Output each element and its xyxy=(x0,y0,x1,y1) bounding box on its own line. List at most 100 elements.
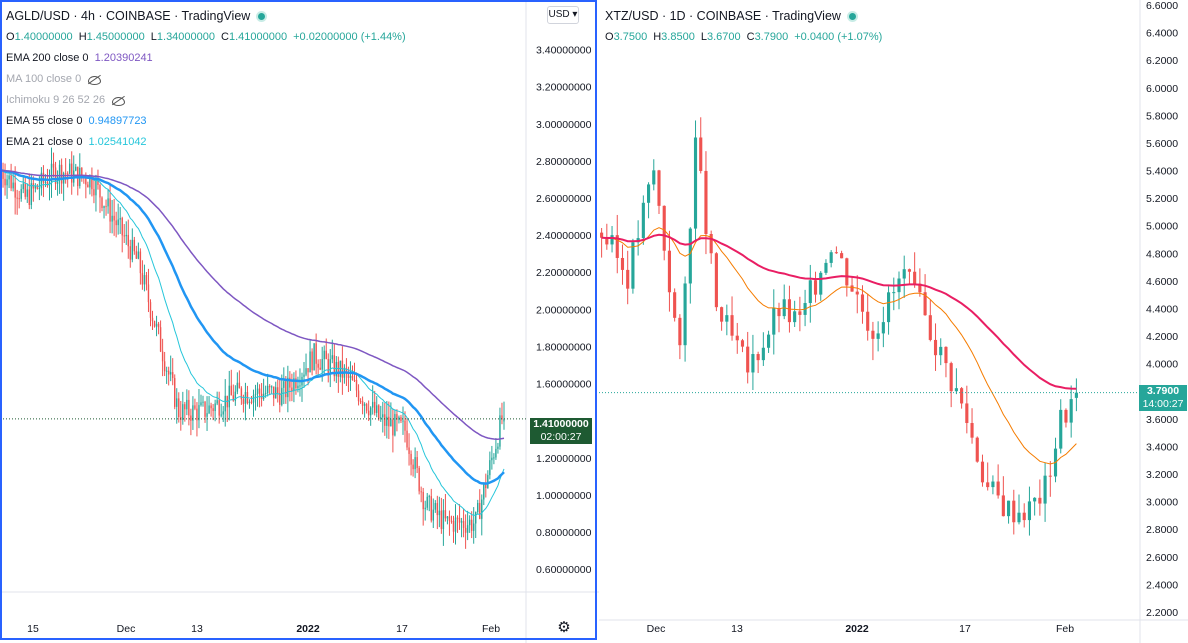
candle-body xyxy=(501,415,503,420)
candle-body xyxy=(1043,475,1047,504)
candle-body xyxy=(960,388,964,404)
y-tick-label: 0.80000000 xyxy=(536,527,592,539)
candle-body xyxy=(949,363,953,392)
candle-body xyxy=(939,346,943,356)
change-value: +0.02000000 (+1.44%) xyxy=(293,31,406,43)
candle-body xyxy=(24,183,26,197)
x-tick-label: Feb xyxy=(1056,623,1074,635)
candle-body xyxy=(406,430,408,448)
candle-body xyxy=(902,269,906,279)
candle-body xyxy=(772,308,776,335)
candle-body xyxy=(155,323,158,327)
agld-chart-pane[interactable]: 3.40000000 3.20000000 3.00000000 2.80000000… xyxy=(0,0,599,643)
candle-body xyxy=(91,175,93,190)
indicator-ichimoku[interactable]: Ichimoku 9 26 52 26 xyxy=(6,90,406,111)
candle-body xyxy=(444,510,447,519)
candle-body xyxy=(105,206,107,208)
indicator-ema200[interactable]: EMA 200 close 0 1.20390241 xyxy=(6,48,406,69)
candle-body xyxy=(309,351,311,373)
x-tick-label: Dec xyxy=(117,623,136,635)
close-value: 3.7900 xyxy=(754,31,789,43)
candle-body xyxy=(228,385,230,408)
currency-button[interactable]: USD ▾ xyxy=(547,6,579,24)
y-tick-label: 4.8000 xyxy=(1146,248,1178,260)
candle-body xyxy=(36,185,39,189)
candle-body xyxy=(980,461,985,483)
x-tick-label: 13 xyxy=(191,623,203,635)
x-tick-label: 17 xyxy=(396,623,408,635)
candle-body xyxy=(503,418,505,422)
candle-body xyxy=(285,381,287,398)
agld-chart-canvas[interactable]: 3.40000000 3.20000000 3.00000000 2.80000000… xyxy=(0,0,599,643)
candle-body xyxy=(829,252,833,263)
candle-body xyxy=(928,315,932,340)
candle-body xyxy=(361,401,364,406)
open-value: 1.40000000 xyxy=(14,31,73,43)
xtz-chart-pane[interactable]: 6.6000 6.4000 6.2000 6.0000 5.8000 5.6000 5.40… xyxy=(599,0,1188,643)
candle-body xyxy=(620,257,625,270)
candle-body xyxy=(652,170,656,185)
y-tick-label: 2.8000 xyxy=(1146,524,1178,536)
candle-body xyxy=(172,372,174,379)
candle-body xyxy=(479,502,481,519)
candle-body xyxy=(1027,501,1031,521)
candle-body xyxy=(426,496,428,508)
candle-body xyxy=(497,446,499,449)
candle-body xyxy=(991,481,995,488)
candle-body xyxy=(46,181,49,186)
candle-body xyxy=(382,414,384,418)
indicator-ema21[interactable]: EMA 21 close 0 1.02541042 xyxy=(6,132,406,153)
gear-icon[interactable]: ⚙ xyxy=(557,619,571,636)
eye-hidden-icon[interactable] xyxy=(87,75,102,85)
candle-body xyxy=(740,340,745,347)
candle-body xyxy=(58,164,61,178)
candle-body xyxy=(456,517,459,519)
candle-body xyxy=(450,520,453,522)
candle-body xyxy=(475,512,477,524)
candle-body xyxy=(798,311,802,315)
candle-body xyxy=(850,285,854,292)
ema-200-line xyxy=(601,233,1077,390)
candle-body xyxy=(174,378,176,407)
candle-body xyxy=(923,292,927,316)
xtz-chart-canvas[interactable]: 6.6000 6.4000 6.2000 6.0000 5.8000 5.6000 5.40… xyxy=(599,0,1188,643)
candle-body xyxy=(466,525,469,533)
agld-last-price-tag: 1.41000000 02:00:27 xyxy=(530,418,592,444)
candle-body xyxy=(208,405,210,414)
candle-body xyxy=(153,321,156,327)
candle-body xyxy=(357,390,360,402)
candle-body xyxy=(20,189,22,199)
agld-symbol-title[interactable]: AGLD/USD · 4h · COINBASE · TradingView xyxy=(6,9,251,23)
x-tick-label: 13 xyxy=(731,623,743,635)
xtz-symbol-title[interactable]: XTZ/USD · 1D · COINBASE · TradingView xyxy=(605,9,841,23)
candle-body xyxy=(277,387,279,393)
candle-body xyxy=(327,359,329,374)
candle-body xyxy=(266,385,269,393)
indicator-ma100[interactable]: MA 100 close 0 xyxy=(6,69,406,90)
candle-body xyxy=(428,496,430,498)
indicator-value: 0.94897723 xyxy=(88,115,147,127)
open-label: O xyxy=(605,31,614,43)
candle-body xyxy=(600,232,604,238)
candle-body xyxy=(283,381,285,388)
candle-body xyxy=(75,166,77,171)
candle-body xyxy=(230,385,232,396)
candle-body xyxy=(115,220,117,226)
candle-body xyxy=(119,218,121,220)
candle-body xyxy=(388,416,390,427)
candle-body xyxy=(813,280,818,295)
candle-body xyxy=(273,386,275,399)
candle-body xyxy=(250,401,253,403)
eye-hidden-icon[interactable] xyxy=(111,96,126,106)
candle-body xyxy=(767,334,771,348)
y-tick-label: 2.2000 xyxy=(1146,607,1178,619)
indicator-ema55[interactable]: EMA 55 close 0 0.94897723 xyxy=(6,111,406,132)
candle-body xyxy=(317,363,319,368)
candle-body xyxy=(647,184,651,203)
candle-body xyxy=(400,417,402,421)
candle-body xyxy=(113,215,115,221)
candle-body xyxy=(159,327,162,352)
candle-body xyxy=(325,350,327,360)
candle-body xyxy=(345,367,348,372)
candle-body xyxy=(965,403,969,424)
